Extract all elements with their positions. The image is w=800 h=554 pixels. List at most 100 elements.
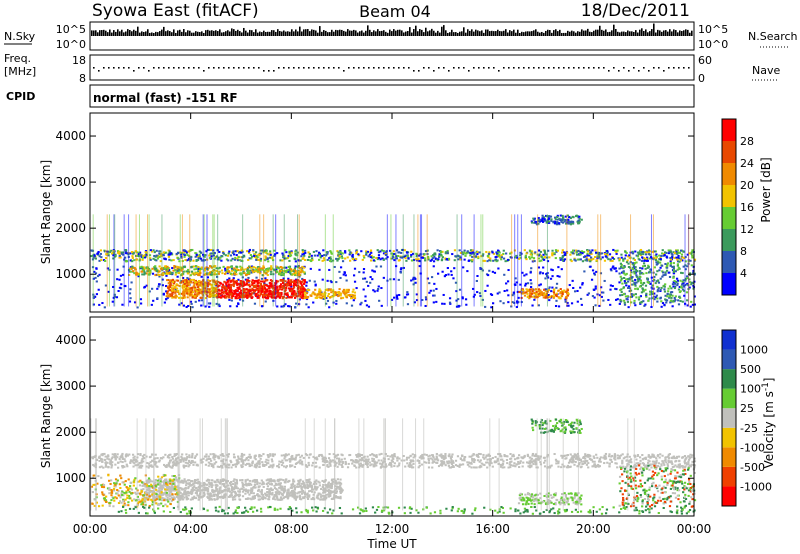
data-cell <box>265 249 268 252</box>
data-cell <box>548 286 551 289</box>
data-cell <box>456 254 459 257</box>
data-cell <box>298 298 301 301</box>
data-cell <box>632 257 635 260</box>
data-cell <box>249 254 252 257</box>
data-cell <box>255 284 258 287</box>
data-cell <box>669 260 672 263</box>
nsky-bar <box>343 30 345 36</box>
data-cell <box>141 256 144 259</box>
data-cell <box>524 282 528 285</box>
data-cell <box>314 288 317 291</box>
data-cell <box>537 304 540 307</box>
data-cell <box>427 466 431 469</box>
data-cell <box>199 269 202 272</box>
data-cell <box>572 286 575 289</box>
data-cell <box>242 296 245 299</box>
data-cell <box>619 275 622 278</box>
data-cell <box>459 251 463 254</box>
data-cell <box>194 280 197 283</box>
power-colorbar-segment <box>722 163 736 185</box>
nsky-bar <box>217 31 219 36</box>
data-cell <box>552 291 555 294</box>
nsky-bar <box>243 27 245 36</box>
data-cell <box>207 461 210 464</box>
data-cell <box>431 458 434 461</box>
data-cell <box>235 265 238 268</box>
data-streak <box>148 214 150 307</box>
data-cell <box>326 465 329 468</box>
data-cell <box>564 215 567 218</box>
data-cell <box>169 284 172 287</box>
nsky-bar <box>351 30 353 36</box>
data-cell <box>206 248 210 251</box>
data-cell <box>307 456 311 459</box>
data-cell <box>595 259 598 262</box>
data-streak <box>106 214 108 307</box>
data-cell <box>472 466 476 469</box>
nsky-bar <box>181 31 183 36</box>
data-cell <box>192 259 195 262</box>
freq-dot <box>318 67 320 69</box>
data-cell <box>178 303 181 306</box>
data-cell <box>669 250 673 253</box>
data-cell <box>300 286 304 289</box>
data-cell <box>253 281 256 284</box>
data-cell <box>572 455 576 458</box>
data-cell <box>231 464 235 467</box>
data-cell <box>371 453 374 456</box>
data-cell <box>236 259 239 262</box>
data-cell <box>645 257 648 260</box>
data-cell <box>693 258 697 261</box>
data-cell <box>610 269 613 272</box>
data-cell <box>551 254 554 257</box>
data-cell <box>490 306 493 309</box>
data-cell <box>118 254 121 257</box>
nsky-bar <box>345 31 347 36</box>
nsky-bar <box>139 32 141 36</box>
data-cell <box>204 267 207 270</box>
data-cell <box>543 249 546 252</box>
data-cell <box>229 272 232 275</box>
nsky-bar <box>111 32 113 36</box>
nsky-bar <box>209 30 211 36</box>
data-cell <box>250 271 253 274</box>
data-cell <box>93 270 96 273</box>
power-colorbar-segment <box>722 273 736 295</box>
data-cell <box>186 254 189 257</box>
nsky-bar <box>651 29 653 36</box>
data-cell <box>217 270 220 273</box>
data-cell <box>205 459 208 462</box>
data-cell <box>208 256 212 259</box>
data-cell <box>337 254 340 257</box>
data-cell <box>645 294 648 297</box>
nsky-bar <box>543 32 545 36</box>
data-cell <box>290 292 294 295</box>
data-cell <box>161 284 164 287</box>
data-cell <box>303 254 306 257</box>
data-cell <box>636 270 639 273</box>
nsky-bar <box>579 31 581 36</box>
freq-dot <box>98 70 100 72</box>
data-cell <box>413 301 416 304</box>
data-cell <box>285 266 288 269</box>
nsky-bar <box>193 32 195 36</box>
data-cell <box>655 255 658 258</box>
data-cell <box>529 293 532 296</box>
data-cell <box>283 290 286 293</box>
data-cell <box>369 256 372 259</box>
data-cell <box>204 254 207 257</box>
data-cell <box>670 296 673 299</box>
data-cell <box>363 277 367 280</box>
data-cell <box>136 306 139 309</box>
data-cell <box>230 299 233 302</box>
data-cell <box>557 460 560 463</box>
data-cell <box>237 294 240 297</box>
nave-tick-bottom: 0 <box>698 72 705 85</box>
data-cell <box>671 253 674 256</box>
data-cell <box>457 304 460 307</box>
data-cell <box>686 282 689 285</box>
data-cell <box>372 259 375 262</box>
data-cell <box>629 466 632 469</box>
data-cell <box>654 259 658 262</box>
data-cell <box>469 252 472 255</box>
